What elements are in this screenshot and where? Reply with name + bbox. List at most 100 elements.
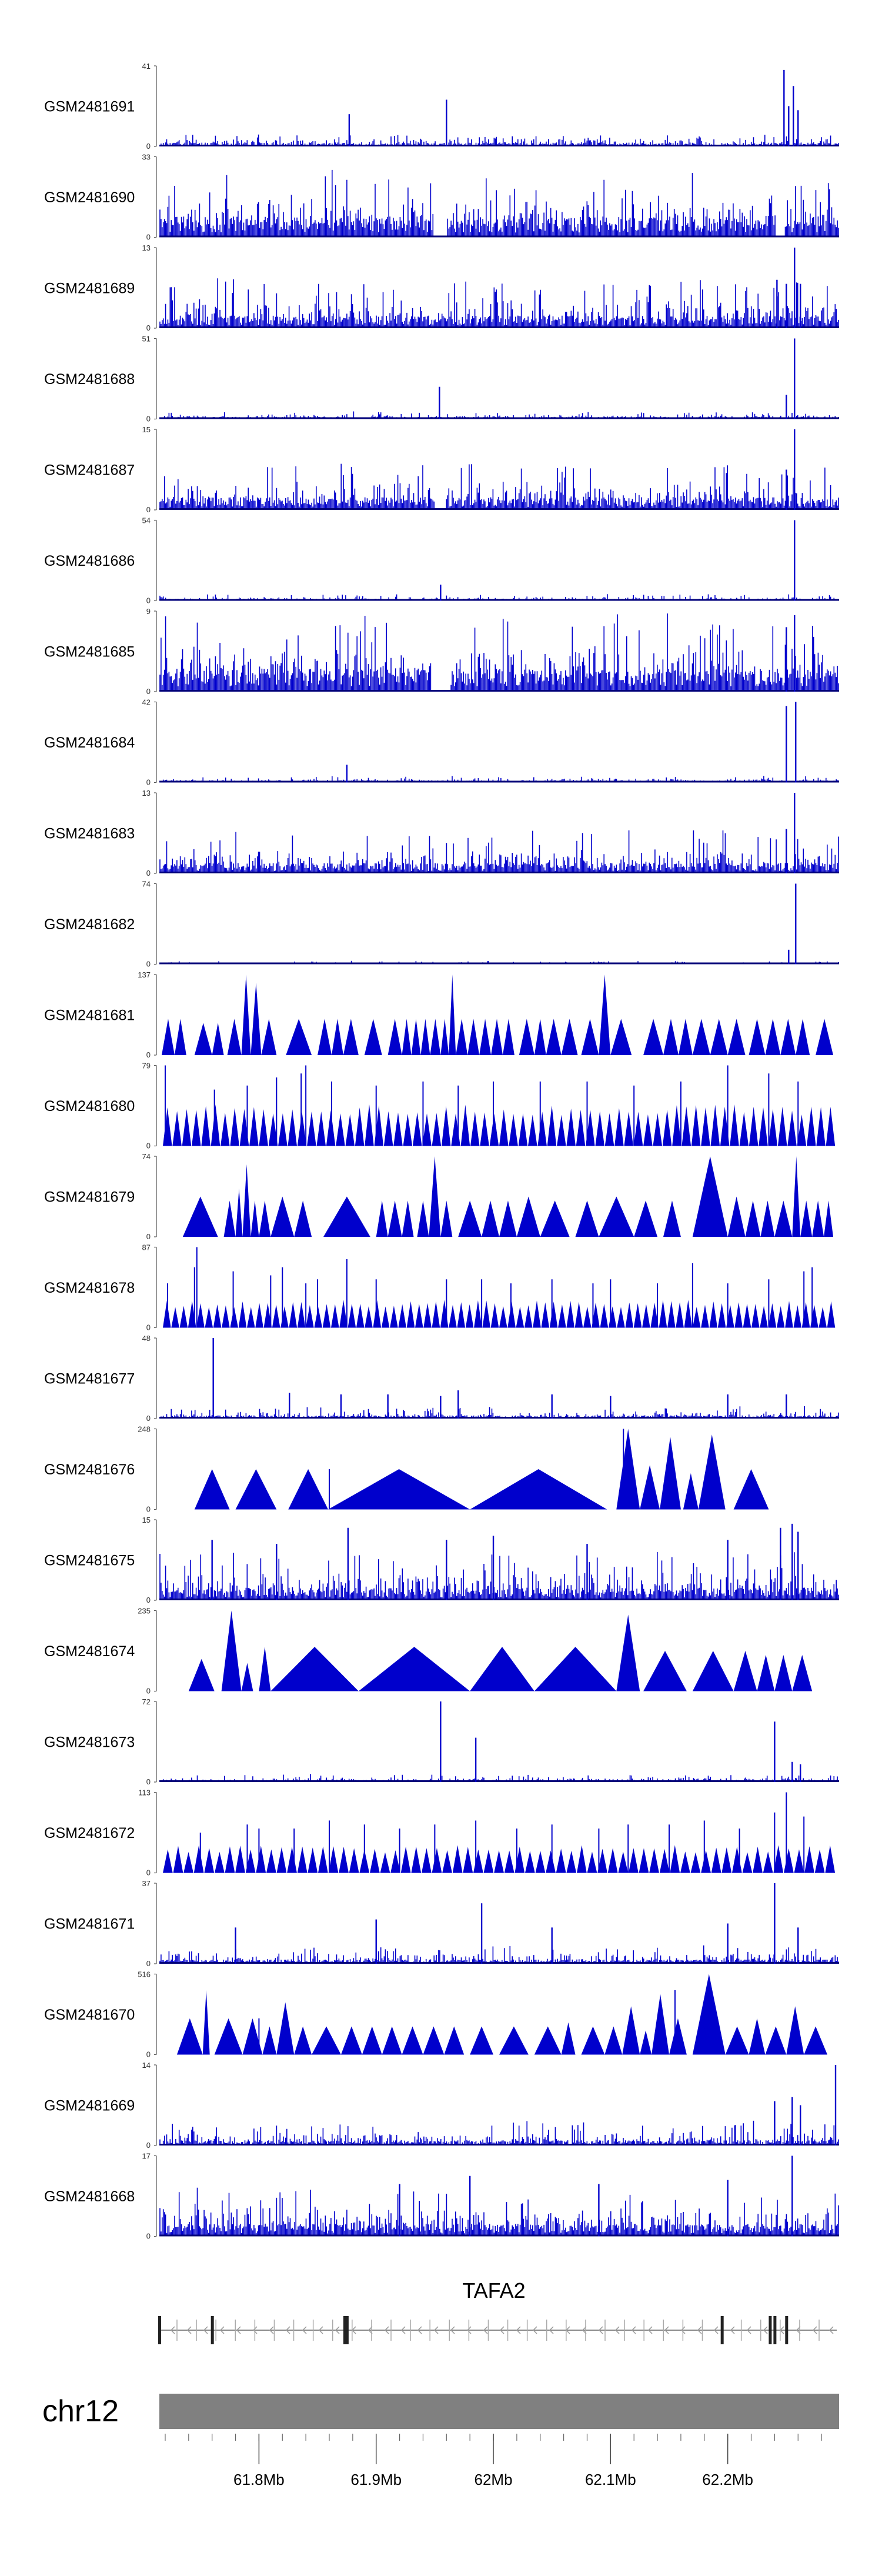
signal-triangle (423, 2026, 445, 2055)
signal-triangle (314, 1307, 322, 1328)
signal-triangle (618, 1851, 629, 1873)
signal-triangle (272, 1304, 280, 1328)
signal-triangle (692, 1156, 728, 1237)
track-GSM2481687: GSM2481687 15 0 (44, 425, 839, 514)
signal-triangle (288, 1469, 329, 1510)
signal-triangle (339, 1847, 349, 1873)
signal-triangle (566, 1850, 577, 1873)
signal-triangle (604, 1113, 614, 1146)
signal-triangle (482, 1300, 490, 1328)
strand-arrow-icon (433, 2326, 439, 2334)
coordinate-label: 62Mb (475, 2471, 513, 2488)
signal-triangle (595, 1111, 604, 1146)
signal-triangle (242, 2018, 263, 2055)
signal-triangle (230, 1307, 238, 1328)
signal-triangle (577, 1845, 587, 1873)
signal-triangle (812, 1200, 824, 1237)
signal-triangle (328, 1469, 470, 1510)
y-min-label: 0 (146, 2050, 151, 2059)
track-name-label: GSM2481682 (44, 916, 135, 933)
strand-arrow-icon (302, 2326, 307, 2334)
signal-triangle (280, 1306, 289, 1328)
signal-triangle (402, 1200, 414, 1237)
signal-triangle (774, 1654, 793, 1691)
signal-triangle (785, 1301, 793, 1328)
strand-arrow-icon (483, 2326, 488, 2334)
signal-triangle (288, 1109, 297, 1146)
signal-triangle (709, 1301, 718, 1328)
signal-triangle (516, 1196, 540, 1237)
signal-triangle (423, 1303, 432, 1328)
strand-arrow-icon (549, 2326, 554, 2334)
signal-triangle (452, 1845, 463, 1873)
signal-triangle (575, 1200, 599, 1237)
y-max-label: 79 (142, 1062, 151, 1070)
y-max-label: 137 (138, 970, 151, 979)
signal-triangle (390, 1850, 400, 1873)
signal-triangle (774, 1200, 793, 1237)
signal-triangle (376, 1200, 388, 1237)
signal-triangle (362, 2026, 382, 2055)
y-max-label: 54 (142, 516, 151, 525)
track-name-label: GSM2481673 (44, 1734, 135, 1751)
signal-triangle (259, 1200, 271, 1237)
signal-triangle (457, 1302, 466, 1328)
signal-triangle (680, 1851, 690, 1873)
strand-arrow-icon (598, 2326, 603, 2334)
signal-triangle (540, 1200, 570, 1237)
y-max-label: 33 (142, 153, 151, 162)
signal-triangle (504, 1850, 514, 1873)
strand-arrow-icon (219, 2326, 225, 2334)
signal-triangle (691, 1105, 701, 1146)
chromosome-label: chr12 (42, 2394, 119, 2428)
strand-arrow-icon (796, 2326, 801, 2334)
signal-triangle (732, 1846, 742, 1873)
signal-triangle (659, 1848, 670, 1873)
signal-triangle (326, 1110, 336, 1146)
strand-arrow-icon (384, 2326, 389, 2334)
signal-triangle (535, 1850, 546, 1873)
signal-triangle (825, 1845, 836, 1873)
strand-arrow-icon (203, 2326, 208, 2334)
signal-triangle (710, 1019, 728, 1055)
signal-triangle (663, 1019, 679, 1055)
signal-triangle (400, 1846, 411, 1873)
signal-triangle (440, 1019, 449, 1055)
y-max-label: 74 (142, 1152, 151, 1161)
track-name-label: GSM2481668 (44, 2188, 135, 2205)
signal-triangle (701, 1107, 710, 1146)
signal-triangle (365, 1104, 374, 1146)
signal-triangle (212, 1023, 224, 1055)
signal-triangle (358, 1647, 470, 1691)
signal-triangle (220, 1113, 230, 1146)
signal-triangle (259, 1647, 271, 1691)
gene-exon (773, 2316, 777, 2344)
strand-arrow-icon (335, 2326, 340, 2334)
strand-arrow-icon (400, 2326, 406, 2334)
signal-triangle (599, 1196, 634, 1237)
gene-exon (720, 2316, 724, 2344)
signal-triangle (381, 1306, 390, 1328)
signal-triangle (751, 1304, 760, 1328)
signal-triangle (163, 1849, 173, 1873)
signal-triangle (566, 1108, 576, 1146)
signal-triangle (742, 1852, 753, 1873)
signal-triangle (804, 2026, 828, 2055)
track-GSM2481681: GSM2481681 137 0 (44, 970, 834, 1059)
signal-triangle (163, 1300, 171, 1328)
coordinate-label: 61.8Mb (233, 2471, 285, 2488)
signal-triangle (541, 1302, 550, 1328)
signal-triangle (250, 1200, 259, 1237)
signal-triangle (633, 1303, 642, 1328)
signal-triangle (278, 1113, 288, 1146)
signal-triangle (784, 1848, 794, 1873)
track-GSM2481675: GSM2481675 15 0 (44, 1516, 839, 1604)
signal-triangle (213, 1304, 222, 1328)
strand-arrow-icon (417, 2326, 422, 2334)
signal-triangle (734, 1302, 743, 1328)
signal-baseline (159, 417, 839, 419)
signal-bins (159, 1551, 839, 1600)
signal-triangle (250, 982, 262, 1055)
strand-arrow-icon (664, 2326, 669, 2334)
signal-triangle (348, 1303, 356, 1328)
